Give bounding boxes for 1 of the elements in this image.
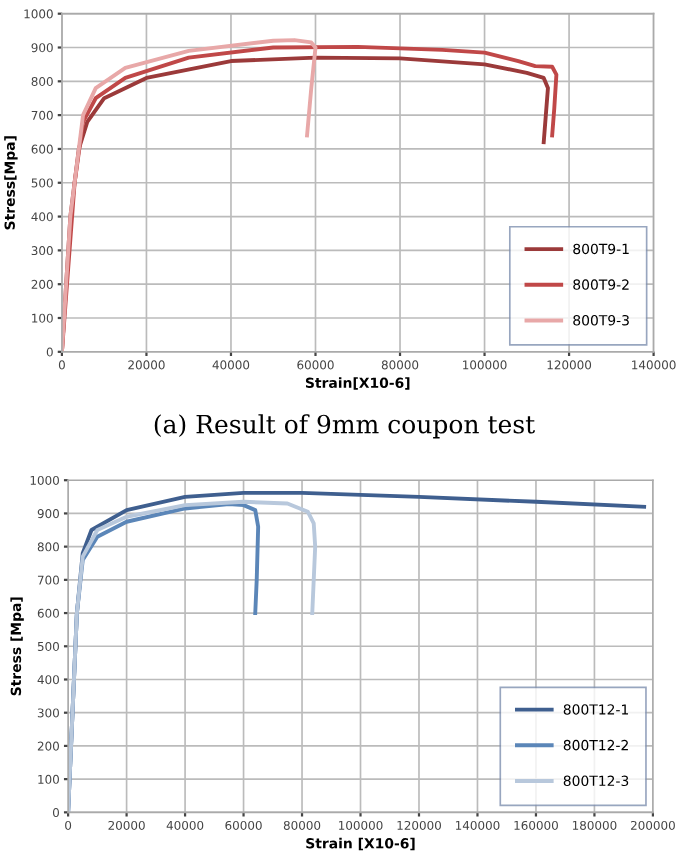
text: (a) Result of 9mm coupon test [154,414,535,439]
